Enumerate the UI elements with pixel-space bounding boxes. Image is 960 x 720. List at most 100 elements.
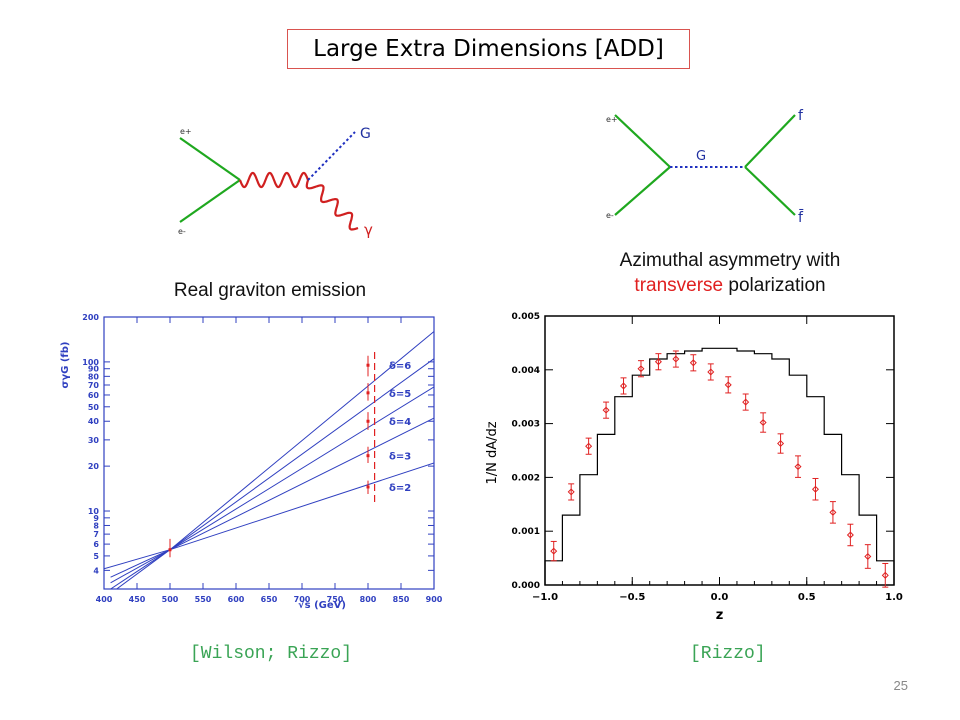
right-data-point: [777, 439, 785, 448]
right-data-point: [672, 355, 680, 363]
left-y-axis-title: σγG (fb): [60, 342, 71, 389]
right-y-tick-label: 0.005: [512, 312, 540, 322]
left-series-label: δ=3: [389, 452, 411, 463]
left-y-tick-label: 200: [82, 313, 99, 322]
left-series-label: δ=6: [389, 361, 411, 372]
right-y-tick-label: 0.001: [512, 527, 540, 537]
right-reference: [Rizzo]: [690, 644, 766, 664]
eminus-label: e-: [178, 227, 186, 236]
left-y-tick-label: 50: [88, 403, 100, 412]
slide-number: 25: [893, 678, 908, 693]
graviton-line: [307, 131, 356, 181]
right-caption-red-word: transverse: [634, 275, 724, 296]
left-series-group: [104, 331, 434, 589]
eplus-line: [179, 137, 241, 181]
left-x-tick-label: 550: [195, 595, 212, 604]
left-plot-frame: [103, 316, 435, 590]
left-data-point: [366, 419, 370, 423]
right-data-point: [846, 531, 854, 539]
right-data-point: [689, 359, 697, 367]
right-x-tick-label: 0.5: [798, 592, 816, 603]
right-data-point: [881, 571, 889, 579]
graviton-label: G: [360, 126, 371, 142]
right-data-point: [742, 398, 750, 406]
left-y-tick-label: 40: [88, 417, 100, 426]
left-x-tick-label: 750: [327, 595, 344, 604]
virtual-photon-line: [238, 171, 310, 189]
right-data-point: [567, 488, 575, 496]
right-x-axis-title: z: [716, 608, 724, 623]
left-series-line: [104, 462, 434, 570]
f-label: f: [798, 108, 804, 124]
left-data-point: [366, 363, 370, 367]
graviton-label-right: G: [696, 149, 706, 164]
right-y-tick-label: 0.000: [512, 581, 540, 591]
eminus-label-right: e-: [606, 211, 614, 220]
f-line: [744, 114, 796, 168]
left-y-tick-label: 8: [93, 521, 99, 530]
eminus-line: [179, 179, 241, 223]
left-y-tick-label: 9: [93, 514, 99, 523]
right-y-tick-label: 0.003: [512, 420, 540, 430]
right-caption: Azimuthal asymmetry with transverse pola…: [540, 250, 920, 297]
left-x-tick-label: 700: [294, 595, 311, 604]
right-data-point: [585, 442, 593, 450]
slide-title: Large Extra Dimensions [ADD]: [287, 29, 690, 69]
eplus-line-right: [614, 114, 671, 168]
left-y-tick-label: 60: [88, 391, 100, 400]
right-data-point: [550, 547, 558, 555]
right-x-tick-label: 1.0: [885, 592, 903, 603]
eplus-label-right: e+: [606, 115, 618, 124]
right-data-point: [707, 368, 715, 376]
left-y-tick-label: 5: [93, 552, 99, 561]
right-data-point: [602, 406, 610, 414]
left-y-tick-label: 10: [88, 507, 100, 516]
fbar-line: [744, 166, 796, 216]
right-x-tick-label: 0.0: [711, 592, 729, 603]
right-data-point: [759, 419, 767, 427]
left-series-label: δ=2: [389, 483, 411, 494]
eplus-label: e+: [180, 127, 192, 136]
cross-section-chart: 400 450 500 550 600 650 700 750 800 850 9002001009…: [60, 313, 443, 611]
right-y-tick-label: 0.004: [512, 366, 540, 376]
right-x-tick-label: −1.0: [532, 592, 558, 603]
left-series-line: [110, 386, 434, 584]
left-y-tick-label: 90: [88, 365, 100, 374]
graviton-emission-diagram: e+ e- G γ: [178, 126, 373, 239]
left-y-tick-label: 20: [88, 462, 100, 471]
right-histogram: [544, 347, 895, 585]
right-caption-line2: transverse polarization: [540, 275, 920, 297]
fbar-label: f̄: [798, 208, 804, 226]
left-data-point: [168, 548, 172, 552]
left-y-tick-label: 80: [88, 372, 100, 381]
left-x-tick-label: 500: [162, 595, 179, 604]
graviton-exchange-diagram: e+ e- G f f̄: [606, 108, 804, 226]
right-y-axis-title: 1/N dA/dz: [485, 421, 500, 484]
left-x-tick-label: 400: [96, 595, 113, 604]
right-data-point: [637, 365, 645, 373]
right-data-point: [811, 485, 819, 493]
photon-line: [305, 179, 359, 231]
right-x-tick-label: −0.5: [619, 592, 645, 603]
right-data-point: [620, 382, 628, 390]
left-y-tick-label: 6: [93, 540, 99, 549]
left-y-tick-label: 100: [82, 358, 99, 367]
left-data-point: [366, 454, 370, 458]
left-data-point: [366, 485, 370, 489]
left-data-point: [366, 391, 370, 395]
left-y-tick-label: 7: [93, 530, 99, 539]
left-x-tick-label: 600: [228, 595, 245, 604]
right-data-point: [829, 508, 837, 516]
eminus-line-right: [614, 166, 671, 216]
right-data-point: [864, 552, 872, 560]
left-x-tick-label: 850: [393, 595, 410, 604]
photon-label: γ: [364, 221, 373, 239]
right-data-point: [654, 358, 662, 366]
left-y-tick-label: 30: [88, 436, 100, 445]
right-caption-line1: Azimuthal asymmetry with: [619, 250, 841, 271]
right-data-point: [724, 381, 732, 389]
left-reference: [Wilson; Rizzo]: [190, 644, 353, 664]
left-x-tick-label: 450: [129, 595, 146, 604]
left-y-tick-label: 70: [88, 381, 100, 390]
left-series-label: δ=5: [389, 389, 411, 400]
